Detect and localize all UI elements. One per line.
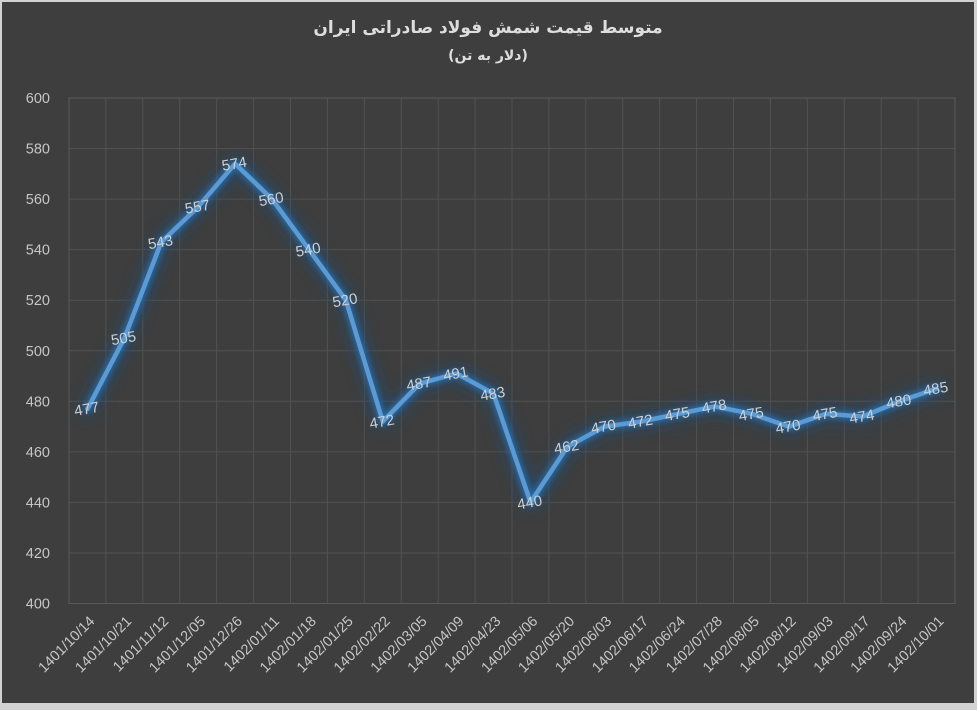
y-axis-tick-label: 400: [26, 597, 50, 613]
data-point-label: 491: [442, 364, 470, 385]
data-point-label: 560: [257, 189, 285, 210]
y-axis-tick-label: 460: [26, 445, 50, 461]
data-point-label: 485: [922, 379, 950, 400]
series-line: [85, 161, 939, 505]
y-axis-tick-label: 600: [26, 91, 50, 107]
y-axis-tick-label: 500: [26, 344, 50, 360]
data-point-label: 574: [221, 154, 249, 175]
data-point-label: 540: [294, 240, 322, 261]
data-point-label: 557: [184, 197, 212, 218]
data-point-label: 440: [516, 492, 544, 513]
data-point-label: 543: [147, 232, 175, 253]
y-axis-tick-label: 560: [26, 192, 50, 208]
data-point-label: 487: [405, 374, 433, 395]
data-point-label: 472: [368, 412, 396, 433]
y-axis-tick-label: 580: [26, 142, 50, 158]
data-labels: 477 505 543 557 574 560 540 520 472 487 491 483 440 4…: [73, 154, 950, 514]
data-point-label: 483: [479, 384, 507, 405]
data-point-label: 470: [590, 417, 618, 438]
y-axis-tick-label: 440: [26, 495, 50, 511]
y-axis-tick-label: 480: [26, 394, 50, 410]
data-point-label: 475: [664, 404, 692, 425]
data-series-line: [79, 155, 945, 511]
y-axis-tick-label: 540: [26, 243, 50, 259]
chart-subtitle: (دلار به تن): [448, 48, 528, 64]
chart-title: متوسط قیمت شمش فولاد صادراتی ایران: [313, 18, 663, 38]
data-point-label: 478: [700, 396, 728, 417]
data-point-label: 520: [331, 290, 359, 311]
plot-border: [68, 97, 956, 604]
data-point-label: 472: [627, 412, 655, 433]
data-point-label: 505: [110, 328, 138, 349]
data-point-label: 475: [811, 404, 839, 425]
data-point-label: 480: [885, 391, 913, 412]
data-point-label: 477: [73, 399, 101, 420]
y-axis-tick-label: 420: [26, 546, 50, 562]
data-point-label: 475: [737, 404, 765, 425]
data-point-label: 470: [774, 417, 802, 438]
data-point-label: 462: [553, 437, 581, 458]
data-point-label: 474: [848, 406, 876, 427]
gridlines: [68, 97, 956, 604]
y-axis-tick-label: 520: [26, 293, 50, 309]
